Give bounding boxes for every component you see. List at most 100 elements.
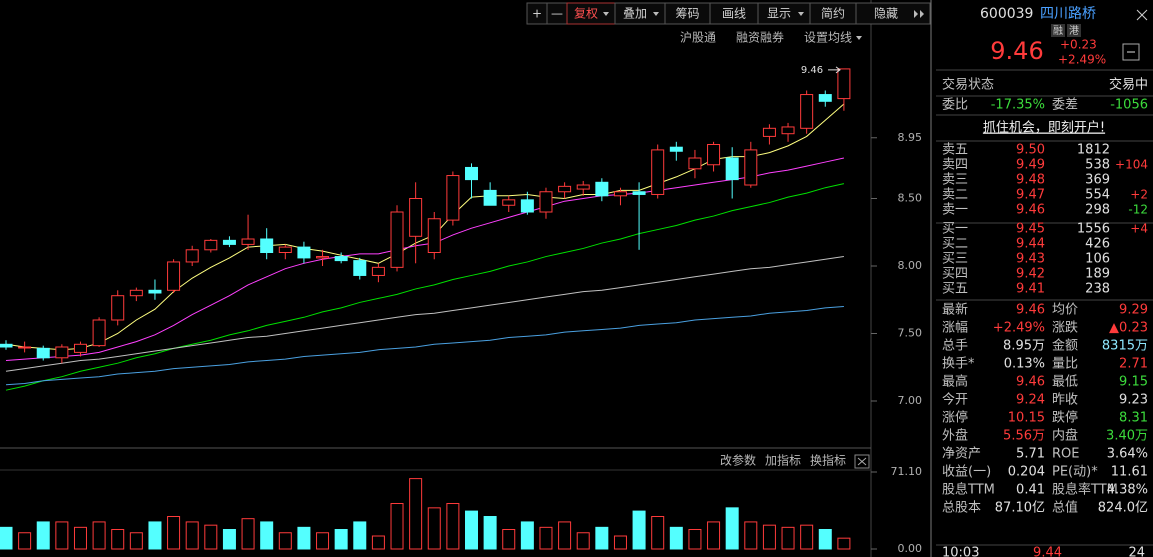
toolbar-label[interactable]: — <box>551 7 563 21</box>
price-tick-label: 7.50 <box>898 326 923 339</box>
candle-body <box>129 289 143 297</box>
order-change: -12 <box>1128 203 1148 217</box>
candle-body <box>762 127 776 137</box>
trade-price: 9.44 <box>1033 546 1062 557</box>
toolbar-label[interactable]: 隐藏 <box>874 7 898 21</box>
candle-body <box>800 94 814 129</box>
volume-bar <box>55 521 69 550</box>
indicator-link[interactable]: 换指标 <box>810 453 846 468</box>
price-change: +0.23 <box>1060 38 1097 52</box>
candle-body <box>781 126 795 135</box>
stat-value: 9.29 <box>1119 303 1148 318</box>
candle-body <box>260 238 274 254</box>
candle-body <box>539 191 553 213</box>
moving-average <box>5 256 844 372</box>
candle-body <box>613 191 627 197</box>
stat-value: 9.46 <box>1016 375 1045 390</box>
candle-body <box>744 149 758 186</box>
candle-body <box>297 246 311 259</box>
order-level: 买五 <box>942 282 968 297</box>
candle-body <box>185 249 199 263</box>
volume-bar <box>409 478 423 550</box>
volume-bar <box>185 521 199 550</box>
stat-value: 9.24 <box>1016 393 1045 408</box>
order-price: 9.41 <box>1016 282 1045 297</box>
stat-label: 金额 <box>1052 338 1078 354</box>
stat-label: PE(动)* <box>1052 465 1098 480</box>
stat-label: 总手 <box>942 339 968 354</box>
toolbar-label[interactable]: 筹码 <box>675 7 699 21</box>
volume-bar <box>539 526 553 550</box>
stat-label: 股息率TTM <box>1052 482 1118 498</box>
volume-bar <box>837 537 851 550</box>
moving-average <box>5 103 845 351</box>
indicator-link[interactable]: 改参数 <box>720 453 756 468</box>
order-level: 卖五 <box>942 143 968 158</box>
order-volume: 298 <box>1085 203 1110 218</box>
price-tick-label: 8.00 <box>898 259 923 272</box>
field-value: -1056 <box>1110 98 1148 113</box>
toolbar-label[interactable]: 画线 <box>722 7 746 21</box>
subbar-link[interactable]: 设置均线 <box>804 31 852 45</box>
price-change-pct: +2.49% <box>1058 53 1106 67</box>
expand-icon <box>914 10 924 18</box>
toolbar-label[interactable]: 简约 <box>821 6 845 21</box>
order-level: 买二 <box>942 237 968 252</box>
candle-body <box>446 175 460 221</box>
stat-label: ROE <box>1052 447 1079 462</box>
stat-label: 量比 <box>1052 357 1078 372</box>
stock-name: 四川路桥 <box>1040 6 1096 22</box>
order-price: 9.45 <box>1016 222 1045 237</box>
subbar-link[interactable]: 沪股通 <box>680 31 716 45</box>
stat-value: 8.95万 <box>1003 339 1045 354</box>
stat-value: 87.10亿 <box>995 501 1045 516</box>
close-indicator[interactable] <box>854 454 870 469</box>
toolbar-label[interactable]: 叠加 <box>623 7 647 21</box>
volume-tick-label: 71.10 <box>891 465 923 478</box>
stat-value: 9.15 <box>1119 375 1148 390</box>
volume-bar <box>73 526 87 550</box>
volume-bar <box>36 521 50 550</box>
stat-label: 涨停 <box>942 410 968 426</box>
field-label: 委差 <box>1052 98 1078 113</box>
candle-body <box>316 256 330 259</box>
trade-volume: 24 <box>1128 546 1145 557</box>
order-level: 卖二 <box>942 188 968 203</box>
volume-bar <box>334 529 348 550</box>
volume-bar <box>446 503 460 550</box>
order-volume: 538 <box>1085 158 1110 173</box>
order-level: 买四 <box>942 267 968 282</box>
volume-bar <box>129 532 143 550</box>
order-level: 卖四 <box>942 158 968 173</box>
volume-bar <box>483 516 497 550</box>
promo-banner[interactable]: 抓住机会，即刻开户! <box>983 120 1105 136</box>
toolbar-button[interactable] <box>855 2 931 25</box>
toolbar-label[interactable]: + <box>532 7 542 21</box>
toolbar-label[interactable]: 复权 <box>574 7 598 21</box>
volume-bar <box>241 518 255 550</box>
stat-value: 9.23 <box>1119 393 1148 408</box>
stat-value: 11.61 <box>1111 465 1148 480</box>
candle-body <box>55 346 69 359</box>
last-price: 9.46 <box>990 37 1043 65</box>
moving-average <box>5 305 844 386</box>
dropdown-arrow <box>798 12 804 16</box>
candle-body <box>632 191 646 195</box>
subbar-link[interactable]: 融资融券 <box>736 30 784 45</box>
collapse-button[interactable] <box>1122 43 1140 61</box>
candle-body <box>371 266 385 276</box>
stat-label: 内盘 <box>1052 428 1078 444</box>
stat-label: 最低 <box>1052 375 1078 390</box>
indicator-link[interactable]: 加指标 <box>765 453 801 468</box>
candle-body <box>73 343 87 353</box>
stat-value: +2.49% <box>993 321 1045 336</box>
candle-body <box>222 239 236 245</box>
candle-body <box>18 346 32 349</box>
stat-label: 外盘 <box>942 428 968 444</box>
stat-label: 总股本 <box>942 501 981 516</box>
order-change: +4 <box>1130 222 1148 236</box>
close-icon[interactable] <box>1136 9 1148 21</box>
toolbar-label[interactable]: 显示 <box>767 7 791 21</box>
stat-value: 2.71 <box>1119 357 1148 372</box>
